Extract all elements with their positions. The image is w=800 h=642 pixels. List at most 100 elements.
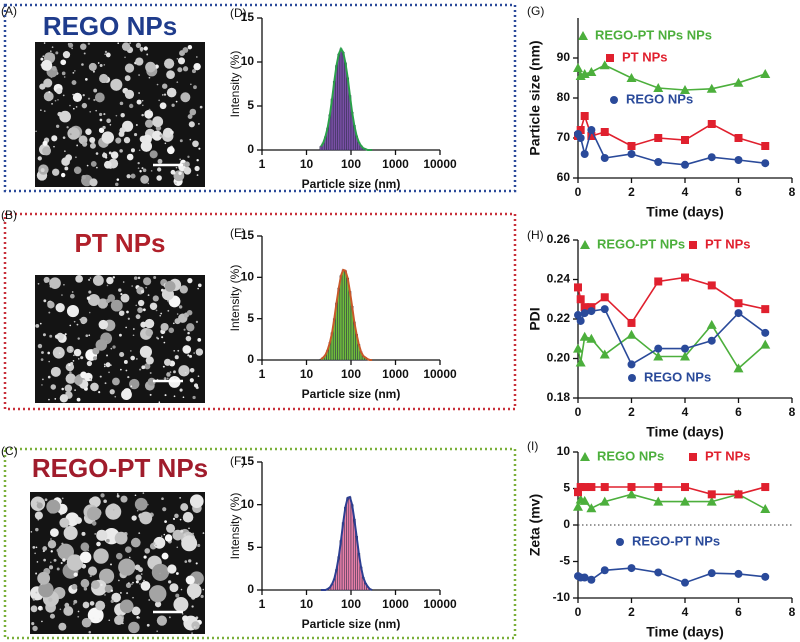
- particle: [44, 498, 48, 502]
- particle: [153, 276, 157, 279]
- point: [653, 496, 664, 506]
- particle: [72, 92, 82, 102]
- particle: [110, 599, 114, 603]
- particle: [140, 289, 145, 294]
- particle: [189, 378, 194, 383]
- particle: [64, 384, 73, 393]
- x-tick-label: 10: [300, 367, 314, 381]
- particle: [86, 164, 89, 167]
- point: [586, 67, 597, 76]
- particle: [167, 564, 177, 574]
- x-tick-label: 8: [789, 185, 796, 199]
- particle: [118, 558, 136, 576]
- particle: [184, 161, 190, 168]
- particle: [149, 372, 152, 374]
- particle: [53, 558, 57, 562]
- particle: [77, 610, 80, 613]
- point: [599, 349, 610, 359]
- particle: [149, 302, 158, 310]
- particle: [102, 125, 106, 130]
- y-tick-label: 15: [241, 228, 255, 242]
- particle: [135, 57, 144, 66]
- particle: [41, 608, 44, 610]
- particle: [64, 150, 66, 152]
- particle: [80, 578, 90, 588]
- particle: [137, 307, 143, 313]
- particle: [117, 42, 120, 45]
- point: [761, 305, 770, 314]
- particle: [95, 339, 108, 351]
- particle: [56, 332, 64, 341]
- particle: [115, 137, 122, 144]
- particle: [73, 166, 82, 175]
- particle: [124, 89, 135, 99]
- particle: [177, 349, 180, 352]
- particle: [159, 314, 162, 317]
- particle: [174, 318, 181, 325]
- particle: [42, 333, 46, 337]
- particle: [81, 102, 88, 109]
- x-tick-label: 0: [575, 605, 582, 619]
- particle: [140, 140, 153, 152]
- particle: [168, 580, 172, 584]
- particle: [108, 371, 110, 374]
- particle: [109, 123, 112, 126]
- panel-label: (F): [230, 454, 245, 468]
- x-tick-label: 1000: [382, 367, 409, 381]
- particle: [50, 538, 52, 540]
- particle: [143, 46, 148, 51]
- point: [654, 568, 663, 577]
- particle: [195, 56, 198, 58]
- point: [626, 329, 637, 339]
- particle: [197, 287, 199, 290]
- particle: [40, 57, 44, 61]
- particle: [106, 538, 110, 543]
- particles: [30, 492, 205, 634]
- particle: [51, 66, 57, 71]
- particle: [63, 76, 66, 78]
- particle: [57, 543, 74, 561]
- particle: [155, 309, 158, 312]
- particle: [159, 102, 167, 110]
- particle: [156, 175, 162, 181]
- panel-border: [3, 447, 517, 640]
- particle: [105, 362, 111, 368]
- particle: [73, 572, 78, 577]
- particle: [101, 131, 115, 144]
- point: [627, 483, 636, 492]
- particle: [72, 93, 74, 96]
- particle: [75, 106, 78, 108]
- particle: [41, 384, 43, 386]
- particle: [131, 285, 133, 287]
- particle: [182, 615, 189, 622]
- particle: [164, 280, 176, 292]
- particle: [120, 112, 125, 118]
- point: [707, 153, 716, 162]
- particle: [126, 310, 129, 314]
- particle: [200, 594, 204, 599]
- particle: [104, 156, 108, 159]
- particle: [152, 130, 163, 141]
- y-tick-label: 0.26: [547, 232, 571, 246]
- particle: [48, 565, 54, 570]
- point: [576, 483, 585, 492]
- point: [734, 299, 743, 308]
- particle: [162, 127, 174, 138]
- particle: [137, 167, 140, 169]
- particle: [89, 136, 96, 143]
- particle: [108, 151, 112, 155]
- bar: [344, 62, 347, 151]
- y-tick-label: 0.24: [547, 272, 571, 286]
- legend-label: PT NPs: [705, 236, 751, 251]
- panel-label: (B): [1, 208, 17, 222]
- particle: [156, 615, 168, 626]
- point: [680, 351, 690, 361]
- particle: [141, 99, 144, 102]
- particle: [64, 602, 70, 608]
- point: [573, 343, 583, 353]
- point: [733, 77, 744, 87]
- particle: [183, 328, 186, 331]
- particle: [125, 546, 132, 553]
- particle: [73, 320, 76, 323]
- particle: [166, 146, 175, 155]
